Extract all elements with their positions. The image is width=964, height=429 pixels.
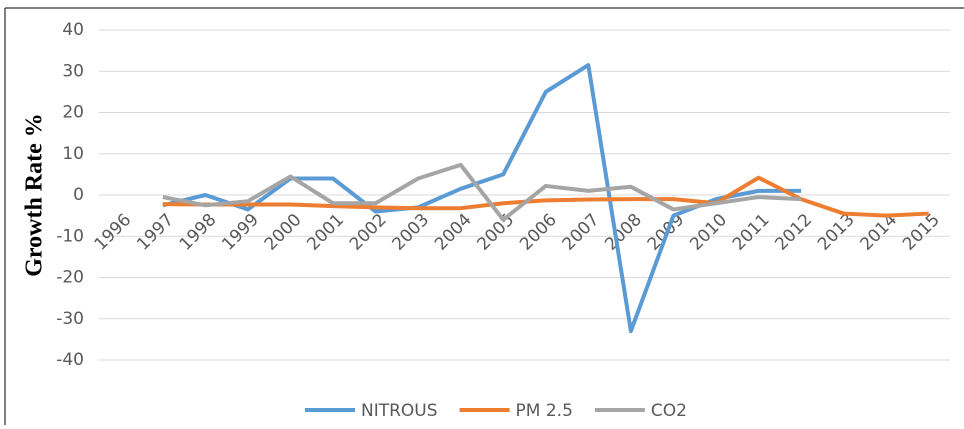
y-tick-label: -10 <box>56 226 84 246</box>
y-tick-label: -40 <box>56 350 84 370</box>
x-tick-label: 1996 <box>91 210 136 255</box>
x-tick-label: 2002 <box>346 210 391 255</box>
y-tick-label: -20 <box>56 268 84 288</box>
legend-label: PM 2.5 <box>516 401 573 421</box>
x-tick-label: 2004 <box>431 210 476 255</box>
x-tick-label: 2007 <box>559 210 604 255</box>
y-axis-title: Growth Rate % <box>22 113 48 277</box>
y-tick-label: 10 <box>62 144 84 164</box>
legend-label: CO2 <box>651 401 687 421</box>
x-tick-label: 2012 <box>771 210 816 255</box>
x-tick-label: 2008 <box>601 210 646 255</box>
series-line <box>162 63 802 334</box>
x-tick-label: 2006 <box>516 210 561 255</box>
y-tick-label: -30 <box>56 309 84 329</box>
x-tick-label: 2001 <box>303 210 348 255</box>
series-line <box>162 162 802 222</box>
x-tick-label: 2003 <box>388 210 433 255</box>
x-tick-label: 2013 <box>814 210 859 255</box>
x-tick-label: 1997 <box>133 210 178 255</box>
y-tick-label: 30 <box>62 61 84 81</box>
x-tick-label: 1998 <box>176 210 221 255</box>
x-tick-label: 2000 <box>261 210 306 255</box>
y-tick-label: 40 <box>62 20 84 40</box>
x-tick-label: 2005 <box>474 210 519 255</box>
x-tick-label: 1999 <box>218 210 263 255</box>
legend-label: NITROUS <box>361 401 438 421</box>
x-tick-label: 2010 <box>686 210 731 255</box>
y-tick-label: 0 <box>73 185 84 205</box>
y-tick-label: 20 <box>62 103 84 123</box>
x-tick-label: 2011 <box>729 210 774 255</box>
